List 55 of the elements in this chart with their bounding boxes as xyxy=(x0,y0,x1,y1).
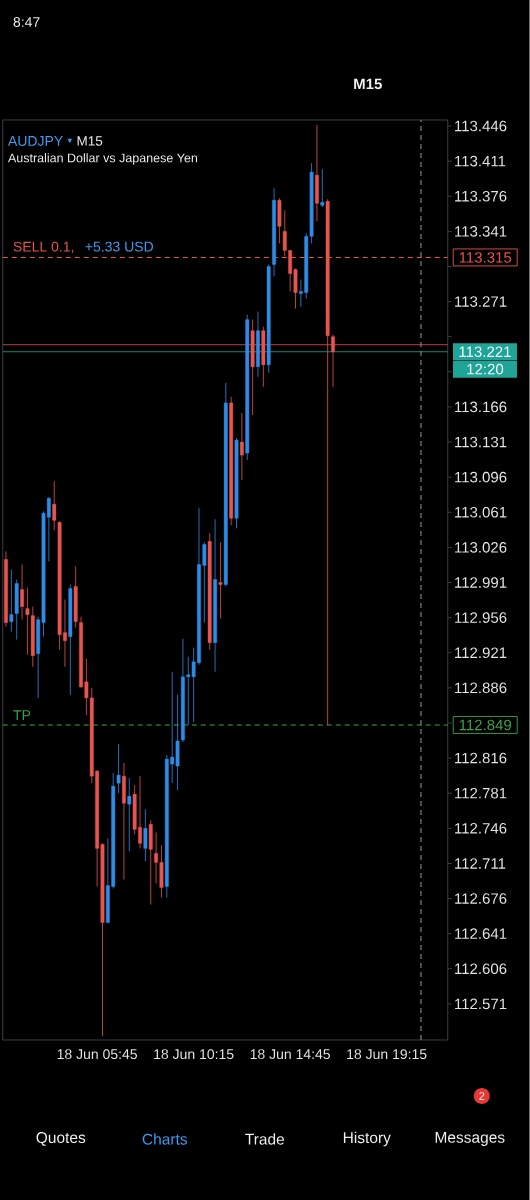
text: 2 xyxy=(479,1092,485,1100)
y-tick-label: 112.816 xyxy=(455,752,507,764)
candlestick xyxy=(218,541,223,620)
annotation: M15 xyxy=(77,136,103,146)
text: M15 xyxy=(354,78,383,90)
text: Quotes xyxy=(36,1132,86,1146)
candlestick xyxy=(127,777,132,852)
y-tick-label: 112.641 xyxy=(455,928,507,939)
y-tick-label: 112.711 xyxy=(455,858,506,869)
text: Australian Dollar vs Japanese Yen xyxy=(8,153,198,165)
y-tick-label: 113.411 xyxy=(455,155,506,167)
y-tick-label: 113.376 xyxy=(455,190,507,202)
y-tick-label: 112.606 xyxy=(455,963,507,975)
y-tick-label: 112.991 xyxy=(455,577,507,588)
candlestick xyxy=(240,412,244,481)
y-tick-label: 112.746 xyxy=(455,822,507,834)
y-tick-label: 113.131 xyxy=(455,436,507,448)
y-tick-label: 113.026 xyxy=(455,542,507,553)
text: AUDJPY xyxy=(8,136,64,146)
y-tick-label: 113.096 xyxy=(455,471,507,483)
x-tick-label: 18 Jun 19:15 xyxy=(347,1049,427,1060)
annotation: TP xyxy=(13,710,31,720)
y-tick-label: 113.341 xyxy=(455,226,507,237)
candlestick xyxy=(320,168,325,208)
text: 12:20 xyxy=(467,363,504,375)
y-tick-label: 112.886 xyxy=(455,682,507,694)
annotation: ▾ xyxy=(67,138,73,144)
y-tick-label: 113.166 xyxy=(455,401,507,413)
y-tick-label: 112.956 xyxy=(455,612,507,623)
x-tick-label: 18 Jun 14:45 xyxy=(250,1049,331,1060)
candlestick xyxy=(25,587,30,656)
text: Messages xyxy=(435,1132,505,1146)
candlestick xyxy=(9,569,14,633)
y-tick-label: 112.571 xyxy=(455,998,507,1010)
ref-line-label: 113.221 xyxy=(459,346,511,358)
candlestick xyxy=(143,808,148,862)
x-tick-label: 18 Jun 10:15 xyxy=(154,1049,234,1060)
y-tick-label: 112.676 xyxy=(455,893,507,904)
y-tick-label: 113.271 xyxy=(455,296,507,307)
annotation: SELL 0.1, xyxy=(13,241,74,254)
ref-line-label: 113.315 xyxy=(459,252,512,263)
text: Trade xyxy=(245,1133,285,1145)
candlestick xyxy=(116,743,121,794)
annotation: +5.33 USD xyxy=(85,241,154,252)
text: Charts xyxy=(142,1133,188,1145)
x-tick-label: 18 Jun 05:45 xyxy=(57,1049,138,1060)
candlestick xyxy=(20,564,25,621)
text: History xyxy=(344,1131,391,1147)
y-tick-label: 113.446 xyxy=(455,120,507,132)
y-tick-label: 112.781 xyxy=(455,787,507,799)
ref-line-label: 112.849 xyxy=(459,719,512,731)
candlestick xyxy=(52,480,57,531)
y-tick-label: 113.061 xyxy=(455,506,507,518)
text: 8:47 xyxy=(13,17,40,27)
y-tick-label: 112.921 xyxy=(455,647,507,659)
